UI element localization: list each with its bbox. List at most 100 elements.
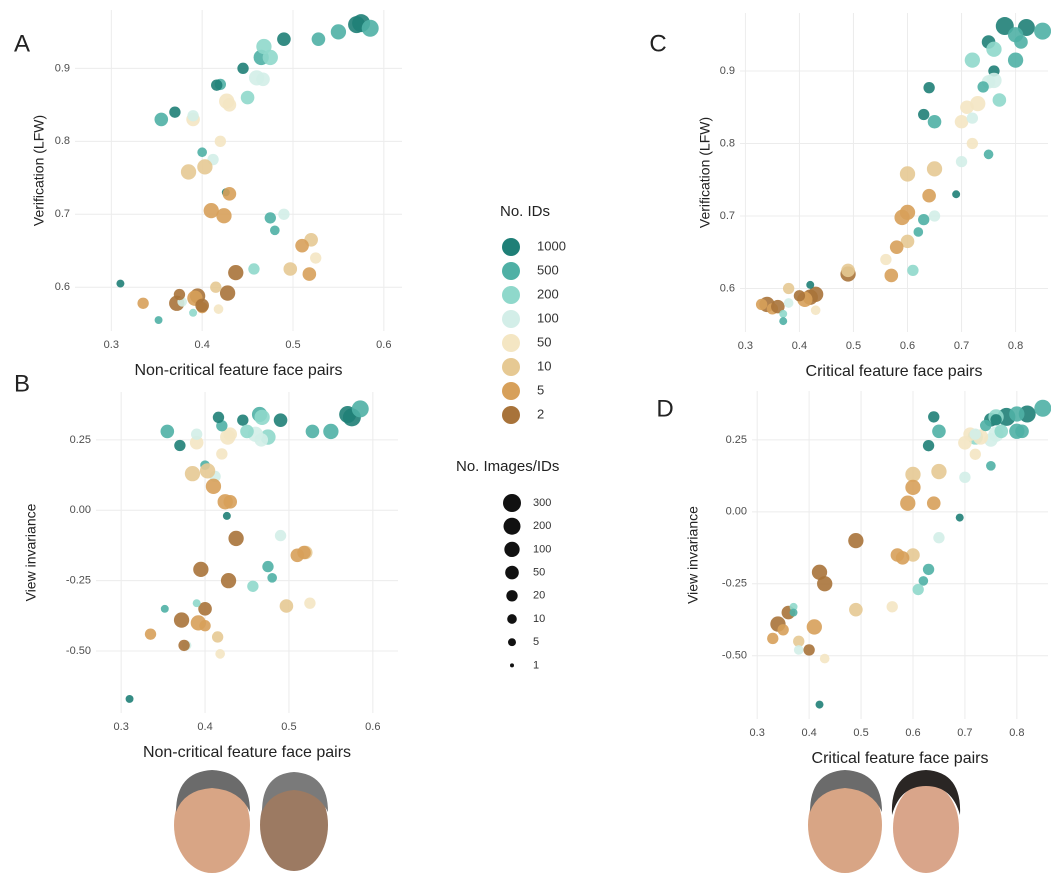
point — [302, 267, 317, 281]
point — [189, 308, 198, 317]
point — [184, 466, 201, 482]
point — [900, 495, 916, 511]
x-axis-title: Critical feature face pairs — [806, 363, 983, 380]
point — [782, 282, 795, 295]
point — [295, 238, 309, 253]
point — [187, 110, 199, 122]
point — [173, 288, 186, 301]
point — [277, 32, 291, 46]
legend-label: 500 — [537, 262, 559, 277]
x-tick-label: 0.8 — [1009, 727, 1024, 739]
point — [212, 411, 225, 424]
point — [900, 234, 915, 249]
point — [217, 494, 233, 510]
point — [222, 187, 237, 201]
point — [955, 513, 964, 522]
legend-swatch — [502, 406, 520, 424]
point — [928, 411, 940, 423]
y-axis-title: Verification (LFW) — [697, 117, 713, 228]
point — [931, 463, 947, 480]
point — [954, 114, 969, 129]
size-legend-title: No. Images/IDs — [456, 458, 559, 475]
legend-label: 2 — [537, 406, 544, 421]
point — [819, 653, 830, 664]
point — [793, 645, 804, 655]
point — [783, 298, 794, 308]
panel-letter: B — [14, 370, 30, 397]
point — [767, 632, 779, 645]
point — [180, 164, 197, 180]
point — [178, 639, 190, 652]
x-axis-title: Non-critical feature face pairs — [134, 362, 342, 379]
legend-label: 50 — [537, 334, 551, 349]
point — [351, 400, 369, 418]
legend-label: 200 — [537, 286, 559, 301]
x-tick-label: 0.7 — [954, 340, 969, 352]
point — [262, 560, 274, 573]
panel-letter: C — [649, 30, 666, 57]
point — [211, 631, 224, 643]
point — [223, 427, 238, 442]
point — [928, 210, 941, 222]
point — [889, 240, 904, 254]
x-tick-label: 0.4 — [195, 339, 210, 351]
y-tick-label: 0.25 — [726, 434, 747, 446]
y-tick-label: 0.25 — [70, 434, 91, 446]
point — [817, 576, 833, 592]
point — [173, 612, 190, 628]
point — [193, 561, 209, 578]
point — [154, 316, 163, 325]
point — [779, 317, 788, 326]
size-legend-label: 200 — [533, 520, 551, 532]
point — [199, 620, 211, 632]
size-legend-label: 20 — [533, 590, 545, 602]
size-legend-label: 50 — [533, 567, 545, 579]
point — [977, 81, 989, 93]
point — [262, 49, 278, 66]
point — [190, 428, 203, 440]
x-tick-label: 0.4 — [197, 721, 212, 733]
size-legend-label: 1 — [533, 659, 539, 671]
point — [899, 166, 916, 182]
point — [959, 471, 971, 483]
size-legend-label: 10 — [533, 613, 545, 625]
point — [880, 253, 892, 266]
legend-label: 100 — [537, 310, 559, 325]
point — [980, 419, 992, 432]
point — [305, 424, 320, 439]
point — [922, 439, 935, 452]
point — [779, 309, 788, 318]
x-tick-label: 0.4 — [792, 340, 807, 352]
point — [169, 106, 181, 118]
point — [964, 52, 981, 68]
point — [806, 280, 815, 289]
point — [907, 264, 919, 277]
point — [154, 112, 169, 127]
point — [254, 433, 269, 447]
point — [1014, 35, 1028, 49]
size-legend-swatch — [503, 494, 521, 512]
point — [192, 599, 201, 608]
y-axis-title: View invariance — [685, 506, 701, 604]
point — [248, 263, 260, 275]
point — [789, 608, 798, 617]
point — [922, 188, 936, 203]
x-tick-label: 0.6 — [900, 340, 915, 352]
y-tick-label: 0.8 — [720, 137, 735, 149]
point — [986, 41, 1002, 57]
point — [1015, 424, 1029, 439]
y-tick-label: -0.25 — [66, 575, 91, 587]
size-legend-swatch — [505, 565, 519, 580]
point — [213, 304, 224, 314]
point — [144, 628, 157, 640]
point — [270, 225, 280, 236]
point — [256, 72, 270, 87]
point — [267, 573, 277, 583]
point — [841, 263, 855, 278]
x-tick-label: 0.6 — [365, 721, 380, 733]
point — [228, 530, 244, 547]
x-tick-label: 0.3 — [738, 340, 753, 352]
y-axis-title: Verification (LFW) — [31, 115, 47, 226]
x-tick-label: 0.4 — [801, 727, 816, 739]
